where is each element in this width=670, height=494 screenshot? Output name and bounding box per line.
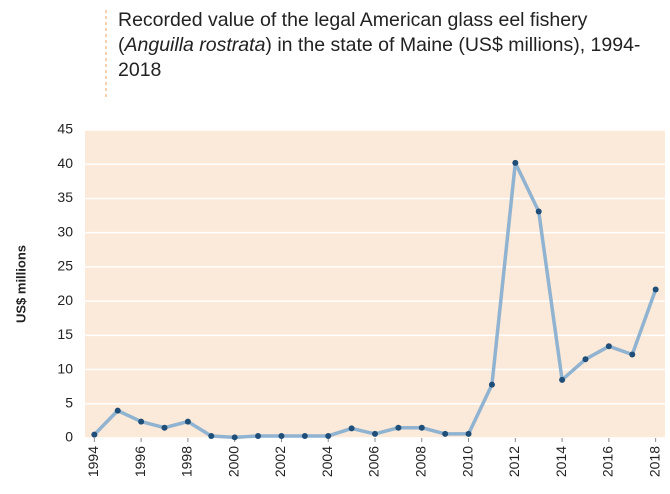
point — [138, 418, 145, 425]
point — [161, 424, 168, 431]
point — [184, 418, 191, 425]
point — [512, 159, 519, 166]
point — [488, 381, 495, 388]
y-tick-label: 20 — [57, 292, 73, 308]
y-tick-label: 25 — [57, 258, 73, 274]
x-tick-label: 2008 — [412, 446, 428, 477]
title-part: ) in the state of Maine (US$ millions), … — [118, 34, 641, 81]
y-tick-label: 0 — [65, 429, 73, 445]
point — [348, 425, 355, 432]
x-tick-label: 2004 — [319, 446, 335, 477]
plot-background — [85, 130, 665, 438]
x-tick-label: 2006 — [366, 446, 382, 477]
x-tick-label: 2002 — [272, 446, 288, 477]
x-tick-label: 1998 — [179, 446, 195, 477]
x-tick-label: 2018 — [646, 446, 662, 477]
chart-title: Recorded value of the legal American gla… — [118, 8, 663, 83]
point — [278, 432, 285, 439]
y-tick-label: 30 — [57, 223, 73, 239]
point — [231, 434, 238, 441]
x-tick-label: 2000 — [225, 446, 241, 477]
point — [582, 356, 589, 363]
point — [208, 432, 215, 439]
point — [395, 424, 402, 431]
point — [535, 208, 542, 215]
point — [605, 343, 612, 350]
point — [325, 432, 332, 439]
y-tick-label: 5 — [65, 394, 73, 410]
point — [442, 430, 449, 437]
y-tick-label: 10 — [57, 360, 73, 376]
y-tick-label: 15 — [57, 326, 73, 342]
x-tick-label: 1994 — [85, 446, 101, 477]
y-tick-label: 35 — [57, 189, 73, 205]
x-tick-label: 2012 — [506, 446, 522, 477]
point — [465, 430, 472, 437]
title-part: Anguilla rostrata — [124, 34, 266, 56]
point — [629, 351, 636, 358]
point — [91, 431, 98, 438]
point — [255, 432, 262, 439]
point — [114, 407, 121, 414]
point — [301, 432, 308, 439]
title-part: Recorded value of the legal American gla… — [118, 9, 588, 56]
y-tick-label: 45 — [57, 121, 73, 137]
point — [372, 430, 378, 437]
point — [652, 286, 659, 293]
x-tick-label: 2010 — [459, 446, 475, 477]
x-tick-label: 2016 — [600, 446, 616, 477]
point — [559, 376, 566, 383]
y-axis-label: US$ millions — [13, 245, 28, 323]
point — [418, 424, 425, 431]
y-tick-label: 40 — [57, 155, 73, 171]
x-tick-label: 2014 — [553, 446, 569, 477]
x-tick-label: 1996 — [132, 446, 148, 477]
